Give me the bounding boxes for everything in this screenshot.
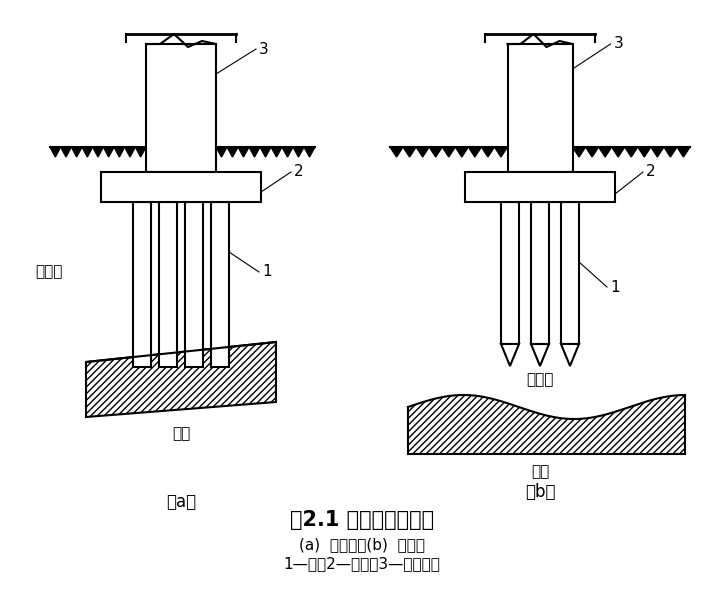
Polygon shape [408, 395, 685, 454]
Bar [501, 202, 519, 344]
Polygon shape [390, 147, 403, 157]
Polygon shape [429, 147, 442, 157]
Polygon shape [216, 147, 227, 157]
Polygon shape [625, 147, 638, 157]
Text: 图2.1 端承桩与摩擦桩: 图2.1 端承桩与摩擦桩 [290, 510, 434, 530]
Bar [146, 44, 216, 172]
Bar [101, 172, 261, 202]
Bar [159, 202, 177, 367]
Text: 2: 2 [294, 164, 303, 179]
Polygon shape [304, 147, 315, 157]
Polygon shape [293, 147, 304, 157]
Polygon shape [455, 147, 468, 157]
Polygon shape [61, 147, 72, 157]
Text: 2: 2 [646, 164, 656, 179]
Polygon shape [468, 147, 481, 157]
Polygon shape [403, 147, 416, 157]
Polygon shape [531, 344, 549, 366]
Text: (a)  端承桩；(b)  摩擦桩: (a) 端承桩；(b) 摩擦桩 [299, 538, 425, 553]
Polygon shape [442, 147, 455, 157]
Polygon shape [125, 147, 135, 157]
Polygon shape [282, 147, 293, 157]
Text: 软土层: 软土层 [526, 373, 554, 388]
Polygon shape [599, 147, 612, 157]
Bar [185, 202, 203, 367]
Bar [531, 202, 549, 344]
Text: 3: 3 [613, 37, 623, 52]
Polygon shape [104, 147, 114, 157]
Bar [465, 172, 615, 202]
Text: 1: 1 [610, 279, 620, 294]
Polygon shape [72, 147, 82, 157]
Polygon shape [586, 147, 599, 157]
Polygon shape [416, 147, 429, 157]
Polygon shape [271, 147, 282, 157]
Polygon shape [664, 147, 677, 157]
Polygon shape [612, 147, 625, 157]
Bar [561, 202, 579, 344]
Text: （b）: （b） [525, 483, 555, 501]
Polygon shape [260, 147, 271, 157]
Polygon shape [82, 147, 93, 157]
Polygon shape [651, 147, 664, 157]
Text: 硬层: 硬层 [531, 465, 549, 480]
Bar [211, 202, 229, 367]
Polygon shape [561, 344, 579, 366]
Polygon shape [114, 147, 125, 157]
Text: 软土层: 软土层 [35, 264, 62, 279]
Polygon shape [638, 147, 651, 157]
Polygon shape [93, 147, 104, 157]
Text: 1—桩；2—承台；3—上部结构: 1—桩；2—承台；3—上部结构 [284, 556, 440, 571]
Polygon shape [501, 344, 519, 366]
Bar [508, 44, 573, 172]
Polygon shape [573, 147, 586, 157]
Polygon shape [227, 147, 238, 157]
Polygon shape [238, 147, 249, 157]
Text: 3: 3 [259, 42, 269, 57]
Polygon shape [494, 147, 508, 157]
Text: 1: 1 [262, 264, 272, 279]
Polygon shape [677, 147, 690, 157]
Polygon shape [86, 342, 276, 417]
Polygon shape [481, 147, 494, 157]
Bar [133, 202, 151, 367]
Polygon shape [135, 147, 146, 157]
Text: （a）: （a） [166, 493, 196, 511]
Text: 硬层: 硬层 [172, 426, 190, 441]
Polygon shape [50, 147, 61, 157]
Polygon shape [249, 147, 260, 157]
